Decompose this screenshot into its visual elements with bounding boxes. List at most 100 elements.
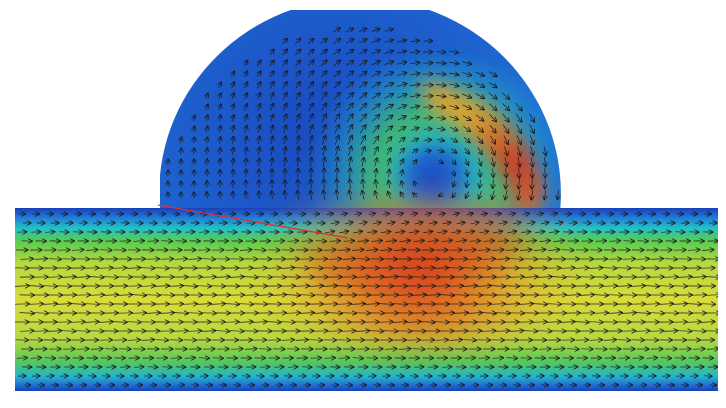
velocity-arrow: [244, 71, 247, 78]
velocity-arrow: [372, 115, 379, 122]
velocity-arrow: [358, 50, 367, 55]
velocity-arrow: [168, 286, 184, 287]
velocity-arrow: [372, 222, 381, 224]
velocity-arrow: [388, 191, 391, 199]
velocity-arrow: [701, 250, 714, 251]
velocity-arrow: [336, 304, 352, 305]
velocity-arrow: [371, 50, 380, 54]
velocity-arrow: [371, 82, 381, 88]
velocity-arrow: [323, 157, 324, 167]
velocity-arrow: [414, 222, 423, 224]
velocity-arrow: [553, 240, 565, 241]
velocity-arrow: [480, 179, 481, 188]
velocity-arrow: [84, 304, 100, 305]
velocity-arrow: [396, 83, 407, 86]
velocity-arrow: [320, 82, 327, 89]
velocity-arrow: [503, 135, 509, 145]
velocity-arrow: [296, 114, 300, 123]
velocity-arrow: [351, 250, 364, 251]
velocity-arrow: [672, 304, 688, 305]
velocity-arrow: [658, 286, 674, 287]
velocity-arrow: [526, 222, 535, 224]
velocity-arrow: [436, 106, 445, 107]
velocity-arrow: [489, 114, 496, 121]
velocity-arrow: [398, 349, 411, 350]
velocity-arrow: [233, 158, 234, 166]
velocity-arrow: [494, 213, 502, 214]
velocity-arrow: [462, 286, 478, 287]
velocity-arrow: [384, 94, 393, 99]
velocity-arrow: [373, 147, 378, 156]
velocity-arrow: [145, 313, 161, 314]
velocity-arrow: [245, 136, 247, 144]
velocity-arrow: [574, 322, 589, 323]
velocity-arrow: [521, 232, 531, 233]
velocity-arrow: [347, 125, 352, 134]
velocity-arrow: [281, 268, 295, 269]
velocity-arrow: [395, 232, 405, 233]
velocity-arrow: [617, 268, 631, 269]
velocity-arrow: [334, 125, 340, 134]
velocity-arrow: [321, 103, 326, 112]
velocity-arrow: [358, 82, 367, 89]
velocity-arrow: [617, 340, 631, 341]
velocity-arrow: [333, 92, 340, 100]
velocity-arrow: [425, 295, 441, 296]
velocity-arrow: [161, 241, 173, 242]
velocity-arrow: [519, 167, 520, 178]
velocity-arrow: [529, 113, 535, 122]
velocity-arrow: [466, 158, 469, 166]
velocity-arrow: [30, 358, 42, 359]
velocity-arrow: [285, 295, 301, 296]
velocity-arrow: [356, 331, 370, 332]
velocity-arrow: [436, 63, 446, 64]
velocity-arrow: [258, 125, 260, 133]
velocity-arrow: [479, 157, 482, 166]
velocity-arrow: [330, 222, 339, 223]
velocity-arrow: [133, 241, 145, 242]
velocity-arrow: [523, 277, 538, 278]
velocity-arrow: [700, 304, 716, 305]
velocity-arrow: [497, 241, 509, 242]
velocity-arrow: [603, 340, 617, 341]
velocity-arrow: [478, 358, 490, 359]
velocity-arrow: [385, 241, 397, 242]
velocity-arrow: [498, 222, 507, 224]
velocity-arrow: [299, 295, 315, 296]
velocity-arrow: [470, 222, 479, 223]
velocity-arrow: [258, 103, 261, 111]
velocity-arrow: [424, 151, 431, 152]
velocity-arrow: [397, 277, 412, 278]
velocity-arrow: [350, 286, 366, 287]
velocity-arrow: [423, 231, 433, 232]
velocity-arrow: [140, 286, 156, 287]
velocity-arrow: [450, 138, 458, 142]
velocity-arrow: [504, 304, 520, 305]
velocity-arrow: [230, 331, 244, 332]
velocity-arrow: [557, 190, 558, 199]
velocity-arrow: [126, 322, 141, 323]
velocity-arrow: [554, 222, 563, 224]
velocity-arrow: [423, 129, 432, 130]
velocity-arrow: [397, 62, 406, 64]
velocity-arrow: [384, 349, 397, 350]
velocity-arrow: [220, 148, 221, 155]
velocity-arrow: [438, 194, 444, 197]
velocity-arrow: [326, 213, 334, 214]
velocity-arrow: [378, 304, 394, 305]
velocity-arrow: [297, 125, 300, 134]
velocity-arrow: [607, 295, 623, 296]
velocity-arrow: [307, 60, 314, 67]
velocity-arrow: [437, 139, 444, 141]
velocity-arrow: [323, 190, 325, 200]
velocity-arrow: [468, 259, 482, 260]
velocity-arrow: [677, 277, 692, 278]
velocity-arrow: [593, 295, 609, 296]
velocity-arrow: [477, 250, 490, 251]
velocity-arrow: [308, 286, 324, 287]
velocity-arrow: [266, 322, 281, 323]
velocity-arrow: [219, 115, 221, 122]
velocity-arrow: [320, 60, 327, 67]
jet-streak: [300, 215, 525, 290]
velocity-arrow: [363, 179, 364, 189]
